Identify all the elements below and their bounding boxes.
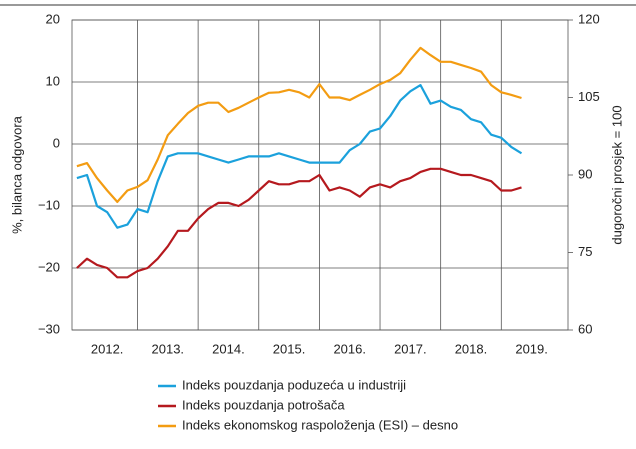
y-tick-label: −30 bbox=[38, 321, 60, 336]
x-tick-label: 2014. bbox=[212, 341, 245, 356]
plot-frame bbox=[71, 19, 569, 331]
x-tick-label: 2018. bbox=[455, 341, 488, 356]
y-axis-label: %, bilanca odgovora bbox=[9, 115, 24, 234]
y-tick-label: −20 bbox=[38, 259, 60, 274]
x-tick-label: 2015. bbox=[273, 341, 306, 356]
series-line bbox=[76, 46, 522, 203]
y2-tick-label: 60 bbox=[578, 321, 592, 336]
y-tick-label: −10 bbox=[38, 197, 60, 212]
y2-axis-label: dugoročni prosjek = 100 bbox=[609, 105, 624, 244]
x-tick-label: 2012. bbox=[91, 341, 124, 356]
y2-tick-label: 120 bbox=[578, 11, 600, 26]
y2-tick-label: 105 bbox=[578, 89, 600, 104]
y2-tick-label: 90 bbox=[578, 166, 592, 181]
y-tick-label: 0 bbox=[53, 135, 60, 150]
legend-label: Indeks pouzdanja poduzeća u industriji bbox=[182, 377, 406, 392]
x-tick-label: 2016. bbox=[333, 341, 366, 356]
legend-label: Indeks pouzdanja potrošača bbox=[182, 397, 345, 412]
y2-tick-label: 75 bbox=[578, 244, 592, 259]
x-tick-label: 2017. bbox=[394, 341, 427, 356]
x-tick-label: 2019. bbox=[515, 341, 548, 356]
x-tick-label: 2013. bbox=[152, 341, 185, 356]
y-tick-label: 20 bbox=[46, 11, 60, 26]
y-tick-label: 10 bbox=[46, 73, 60, 88]
legend-label: Indeks ekonomskog raspoloženja (ESI) – d… bbox=[182, 417, 458, 432]
series-line bbox=[76, 167, 522, 279]
series-line bbox=[76, 84, 523, 229]
